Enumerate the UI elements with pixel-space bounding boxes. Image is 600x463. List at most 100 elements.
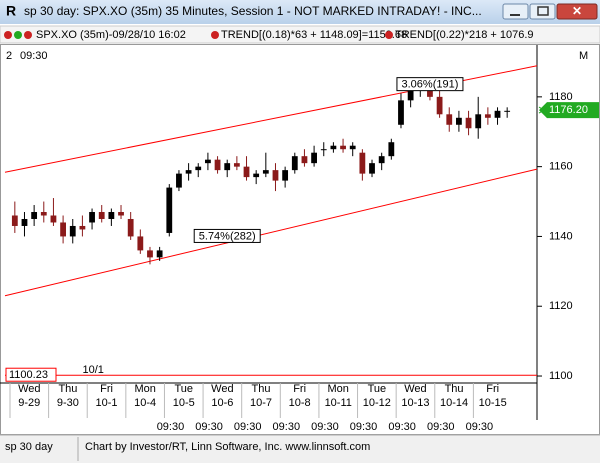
day-date: 10-15 bbox=[479, 397, 507, 409]
y-tick-label: 1120 bbox=[549, 300, 573, 312]
candle-body bbox=[291, 156, 298, 171]
maximize-icon bbox=[537, 6, 549, 16]
time-label: 09:30 bbox=[311, 421, 339, 433]
app-icon: R bbox=[6, 3, 16, 19]
day-date: 10-6 bbox=[211, 397, 233, 409]
candle-body bbox=[272, 170, 279, 181]
candle-body bbox=[340, 145, 346, 150]
day-name: Fri bbox=[293, 383, 306, 395]
candle-body bbox=[60, 222, 66, 237]
legend-bar bbox=[0, 25, 600, 44]
legend-dot bbox=[211, 31, 219, 39]
candle-body bbox=[156, 250, 163, 258]
candle-body bbox=[349, 145, 356, 150]
y-tick-label: 1180 bbox=[549, 91, 573, 103]
candle-body bbox=[262, 170, 269, 174]
last-price-label: 1176.20 bbox=[549, 104, 588, 116]
candle-body bbox=[407, 89, 414, 101]
candle-body bbox=[301, 156, 308, 164]
trend-line bbox=[4, 168, 538, 297]
day-name: Fri bbox=[486, 383, 499, 395]
day-name: Tue bbox=[368, 383, 387, 395]
candle-body bbox=[224, 163, 231, 171]
candle-body bbox=[21, 218, 28, 226]
candle-body bbox=[137, 236, 144, 251]
candle-body bbox=[320, 149, 327, 151]
candle-body bbox=[147, 250, 153, 258]
time-label: 09:30 bbox=[466, 421, 494, 433]
day-name: Wed bbox=[211, 383, 233, 395]
legend-trend: TREND[(0.18)*63 + 1148.09]=1159.68 bbox=[221, 29, 407, 41]
candle-body bbox=[108, 212, 115, 219]
time-label: 09:30 bbox=[234, 421, 262, 433]
reference-label: 1100.23 bbox=[9, 369, 48, 381]
time-label: 09:30 bbox=[195, 421, 223, 433]
day-name: Wed bbox=[404, 383, 426, 395]
candle-body bbox=[40, 212, 47, 216]
candle-body bbox=[311, 152, 317, 164]
candle-body bbox=[205, 159, 211, 164]
candle-body bbox=[388, 142, 395, 157]
day-date: 10-14 bbox=[440, 397, 468, 409]
day-name: Mon bbox=[328, 383, 349, 395]
candle-body bbox=[118, 212, 124, 216]
corner-label: 2 bbox=[6, 50, 12, 62]
candle-body bbox=[79, 225, 86, 230]
time-label: 09:30 bbox=[273, 421, 301, 433]
status-bar bbox=[0, 435, 600, 463]
candle-body bbox=[185, 170, 192, 174]
candle-body bbox=[475, 114, 482, 129]
candle-body bbox=[195, 166, 202, 171]
day-name: Fri bbox=[100, 383, 113, 395]
day-date: 10-8 bbox=[289, 397, 311, 409]
time-label: 09:30 bbox=[350, 421, 378, 433]
day-name: Thu bbox=[58, 383, 77, 395]
candle-body bbox=[504, 110, 511, 112]
annotation-box bbox=[193, 228, 261, 243]
y-tick-label: 1160 bbox=[549, 161, 573, 173]
status-left: sp 30 day bbox=[5, 441, 53, 453]
candle-body bbox=[214, 159, 221, 171]
day-date: 9-30 bbox=[57, 397, 79, 409]
day-date: 10-7 bbox=[250, 397, 272, 409]
legend-symbol: SPX.XO (35m)-09/28/10 16:02 bbox=[36, 29, 186, 41]
candle-body bbox=[31, 212, 38, 219]
annotation: 5.74%(282) bbox=[199, 230, 256, 242]
candle-body bbox=[398, 100, 404, 125]
day-name: Mon bbox=[134, 383, 155, 395]
status-center: Chart by Investor/RT, Linn Software, Inc… bbox=[85, 441, 370, 453]
candle-body bbox=[89, 212, 95, 223]
candle-body bbox=[465, 117, 472, 129]
legend-dot bbox=[24, 31, 32, 39]
candle-body bbox=[69, 225, 76, 237]
candle-body bbox=[456, 117, 462, 125]
title-bar bbox=[0, 0, 600, 24]
close-button[interactable] bbox=[556, 3, 598, 20]
last-price-box bbox=[539, 102, 599, 119]
day-date: 10-12 bbox=[363, 397, 391, 409]
candle-body bbox=[446, 114, 453, 125]
candle-body bbox=[484, 114, 491, 118]
candle-body bbox=[166, 187, 173, 233]
corner-label: 09:30 bbox=[20, 50, 48, 62]
candle-body bbox=[330, 145, 337, 150]
candle-body bbox=[253, 173, 260, 178]
y-tick-label: 1100 bbox=[549, 370, 573, 382]
candle-body bbox=[243, 166, 250, 178]
day-date: 9-29 bbox=[18, 397, 40, 409]
legend-trend: TREND[(0.22)*218 + 1076.9 bbox=[395, 29, 534, 41]
legend-dot bbox=[4, 31, 12, 39]
candle-body bbox=[494, 110, 501, 118]
candle-body bbox=[436, 96, 443, 115]
candle-body bbox=[369, 163, 375, 174]
candle-body bbox=[176, 173, 182, 188]
candle-body bbox=[98, 212, 105, 219]
window-title: sp 30 day: SPX.XO (35m) 35 Minutes, Sess… bbox=[24, 4, 482, 18]
reference-label-box bbox=[5, 367, 57, 382]
candle-body bbox=[11, 215, 18, 226]
day-name: Wed bbox=[18, 383, 40, 395]
minimize-button[interactable] bbox=[502, 3, 529, 20]
